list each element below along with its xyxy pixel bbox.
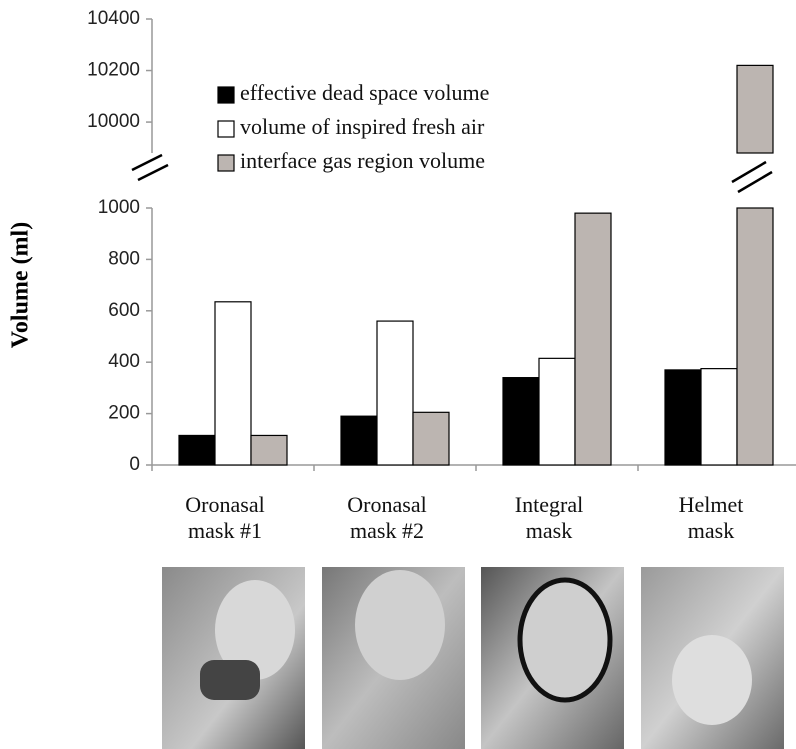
x-tick-label: Helmet mask <box>678 492 744 543</box>
bar <box>502 377 540 466</box>
photo-head <box>355 570 445 680</box>
y-tick-label: 0 <box>129 454 140 475</box>
photo-head <box>672 635 752 725</box>
y-tick-label: 600 <box>108 300 140 321</box>
bar <box>214 301 252 466</box>
bar <box>376 320 414 466</box>
x-tick-label: Integral mask <box>514 492 584 543</box>
y-axis-label: Volume (ml) <box>8 222 34 348</box>
bar <box>574 212 612 466</box>
mask-photos <box>162 567 784 749</box>
x-tick-label: Oronasal mask #1 <box>185 492 265 543</box>
y-tick-label: 1000 <box>98 197 140 218</box>
legend-label: volume of inspired fresh air <box>240 114 485 139</box>
legend-swatch <box>217 154 235 172</box>
y-tick-label: 400 <box>108 351 140 372</box>
legend-label: interface gas region volume <box>240 148 485 173</box>
bar <box>538 357 576 466</box>
axis-break <box>131 153 773 194</box>
x-tick-label: Oronasal mask #2 <box>347 492 427 543</box>
y-tick-label: 10000 <box>87 111 140 132</box>
bar <box>736 207 774 466</box>
bar <box>250 434 288 466</box>
legend-label: effective dead space volume <box>240 80 489 105</box>
bar <box>178 434 216 466</box>
y-tick-label: 200 <box>108 403 140 424</box>
photo-mask <box>200 660 260 700</box>
legend-swatch <box>217 86 235 104</box>
bar <box>412 411 450 466</box>
y-tick-label: 10200 <box>87 60 140 81</box>
bar <box>700 368 738 466</box>
bar <box>340 415 378 466</box>
bar-upper <box>736 64 774 154</box>
legend-swatch <box>217 120 235 138</box>
y-tick-label: 10400 <box>87 8 140 29</box>
bar <box>664 369 702 466</box>
photo-head <box>215 580 295 680</box>
photo-head <box>517 577 613 703</box>
y-tick-label: 800 <box>108 248 140 269</box>
